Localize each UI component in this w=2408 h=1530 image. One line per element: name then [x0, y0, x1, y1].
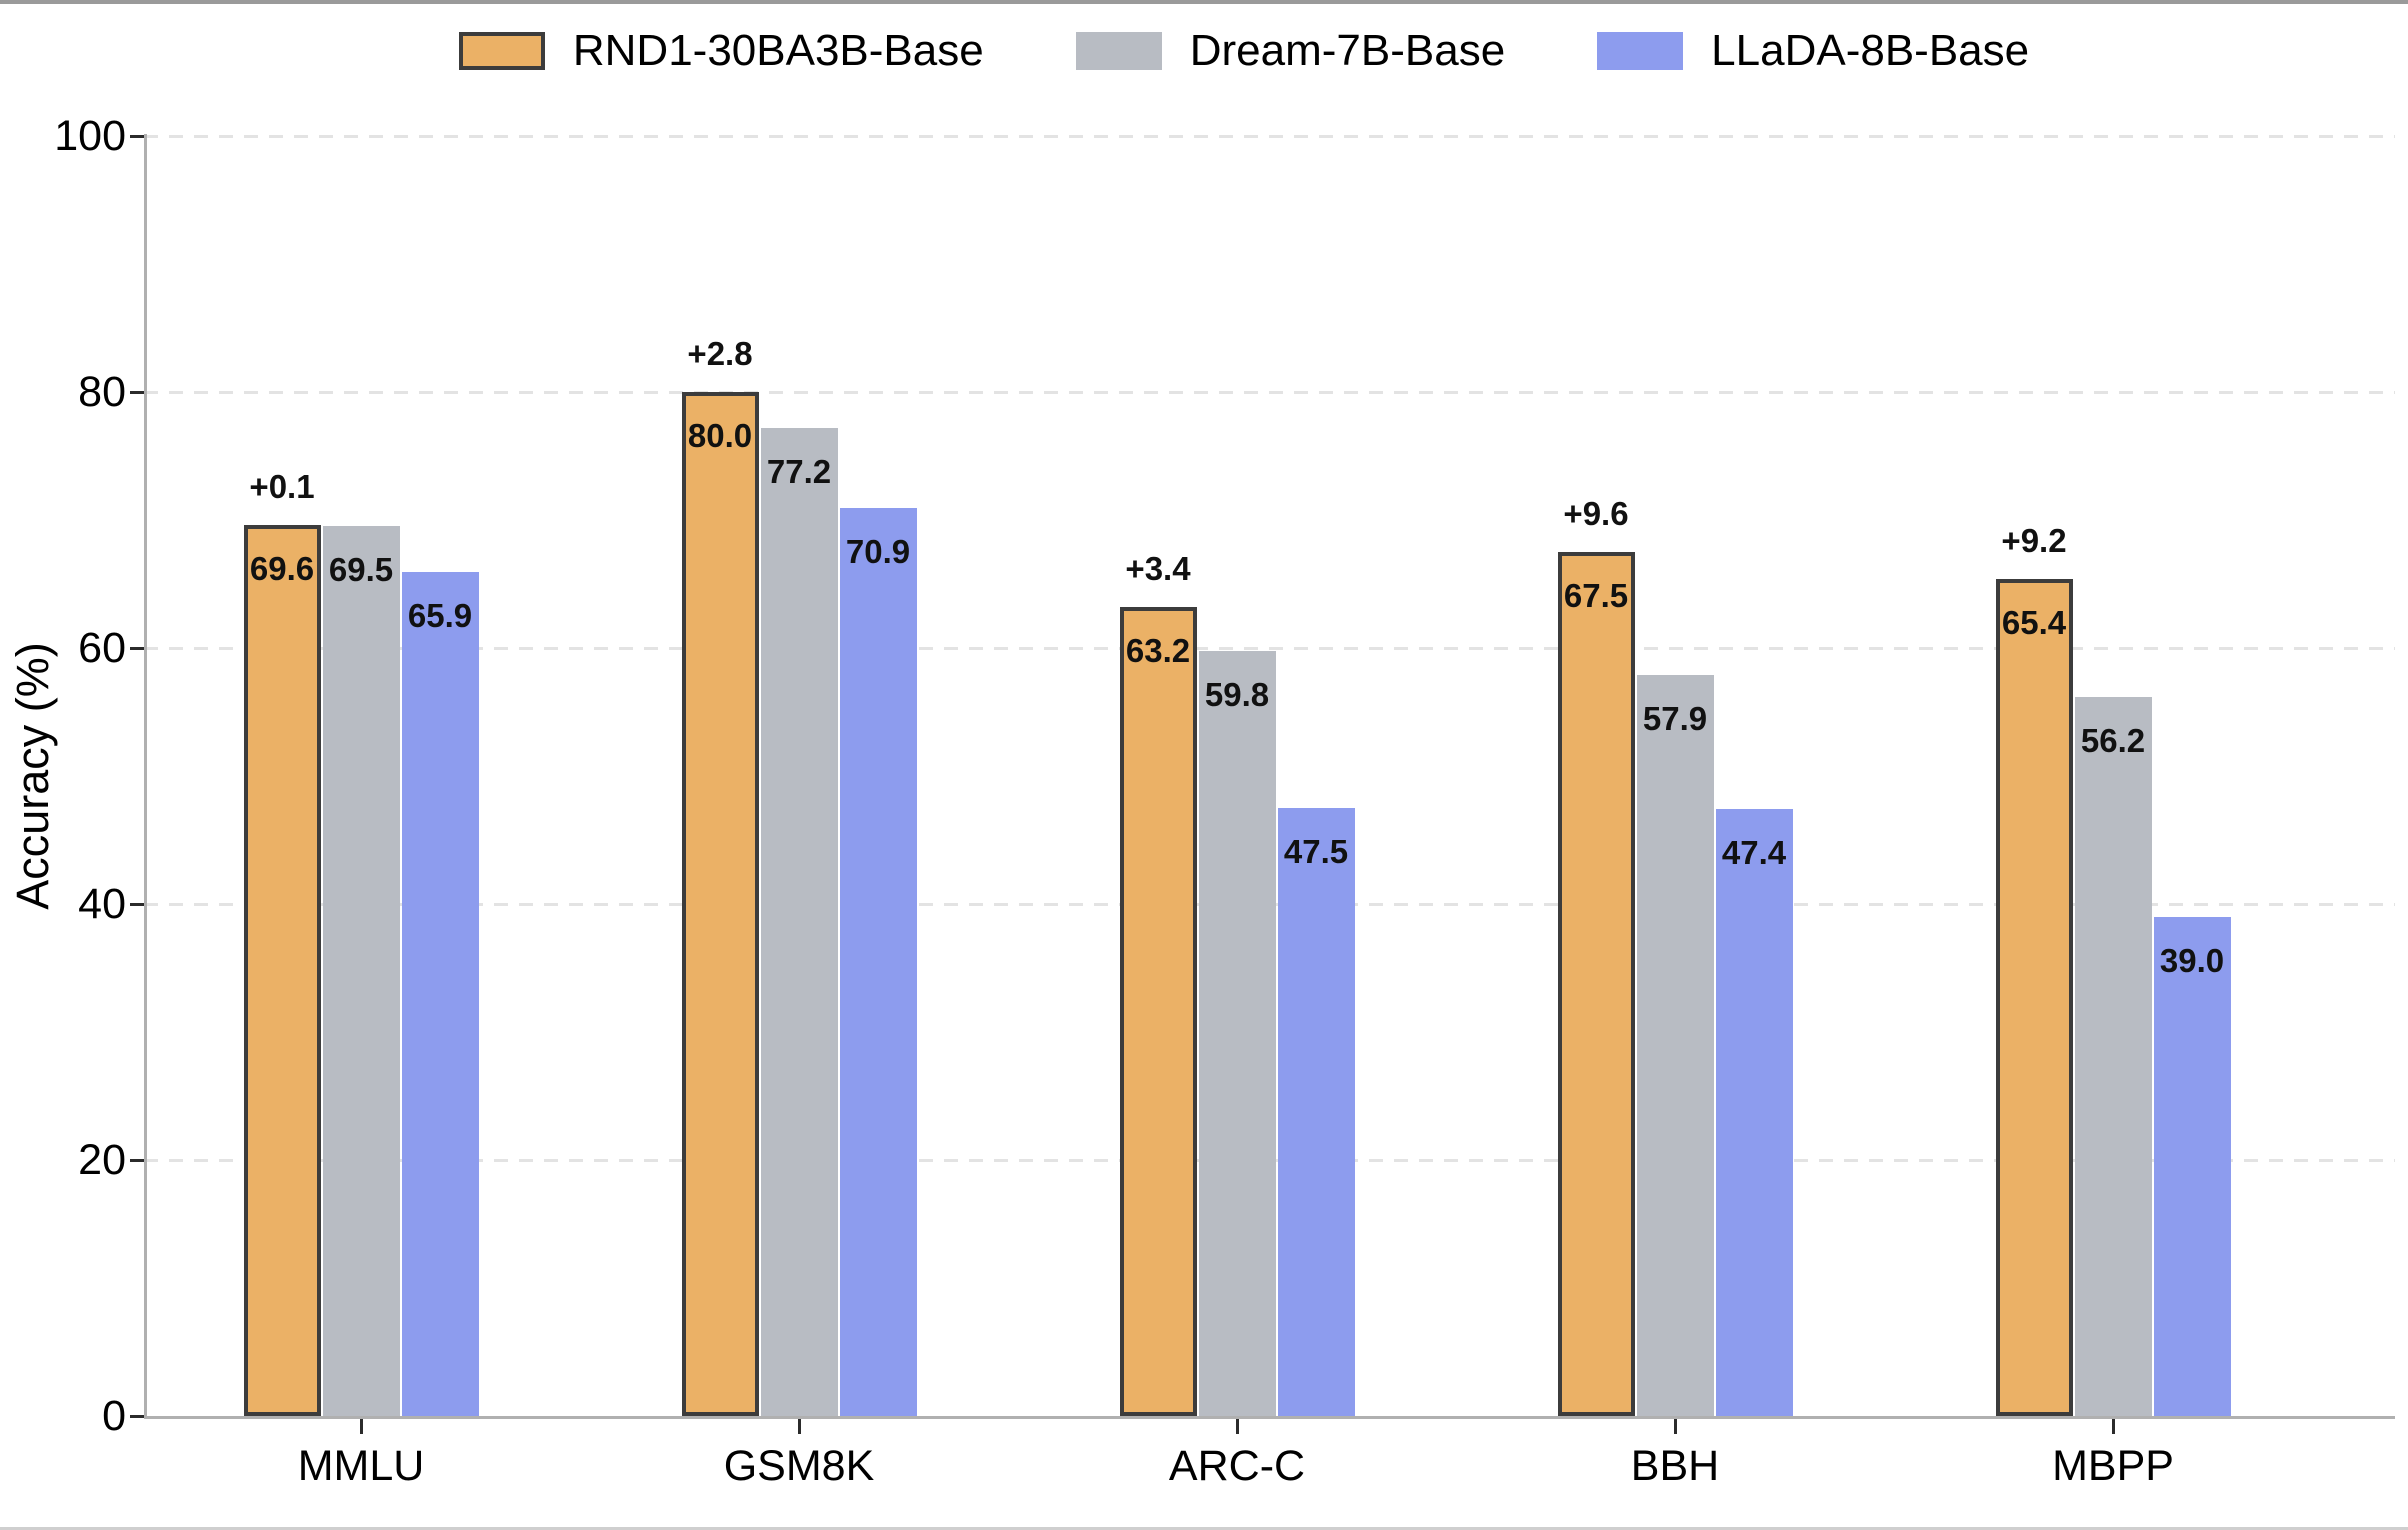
legend-label: LLaDA-8B-Base	[1711, 26, 2030, 75]
y-axis-tick-label-20: 20	[78, 1136, 126, 1184]
bar-value-MMLU-RND1-30BA3B-Base: 69.6	[249, 550, 315, 588]
delta-label-GSM8K: +2.8	[687, 335, 753, 372]
x-axis-line	[144, 1416, 2395, 1419]
legend-label: RND1-30BA3B-Base	[572, 26, 984, 75]
bar-value-GSM8K-LLaDA-8B-Base: 70.9	[845, 533, 911, 571]
y-axis-tick-100	[130, 135, 144, 138]
bar-value-MBPP-Dream-7B-Base: 56.2	[2080, 721, 2146, 759]
x-axis-tick-BBH	[1674, 1419, 1677, 1434]
bar-value-MMLU-LLaDA-8B-Base: 65.9	[407, 597, 473, 635]
delta-label-MMLU: +0.1	[249, 468, 315, 506]
bar-value-ARC-C-RND1-30BA3B-Base: 63.2	[1125, 632, 1191, 670]
x-axis-tick-ARC-C	[1236, 1419, 1239, 1434]
y-axis-tick-label-0: 0	[102, 1392, 126, 1440]
bar-value-ARC-C-Dream-7B-Base: 59.8	[1204, 675, 1270, 713]
bar-MBPP-RND1-30BA3B-Base	[1995, 578, 2073, 1416]
legend-item-Dream-7B-Base: Dream-7B-Base	[1075, 26, 1506, 76]
chart-legend: RND1-30BA3B-Base Dream-7B-Base LLaDA-8B-Ba…	[40, 26, 2408, 76]
x-axis-label-MMLU: MMLU	[297, 1442, 425, 1490]
y-axis-tick-20	[130, 1159, 144, 1162]
bar-MMLU-LLaDA-8B-Base	[401, 572, 479, 1416]
y-axis-tick-label-40: 40	[78, 880, 126, 928]
y-axis-tick-label-100: 100	[54, 112, 126, 160]
bar-ARC-C-Dream-7B-Base	[1198, 650, 1276, 1416]
y-axis-title: Accuracy (%)	[7, 642, 58, 910]
delta-label-BBH: +9.6	[1563, 495, 1629, 532]
y-axis-tick-80	[130, 391, 144, 394]
bar-ARC-C-RND1-30BA3B-Base	[1119, 607, 1197, 1416]
bar-BBH-RND1-30BA3B-Base	[1557, 552, 1635, 1416]
bar-value-MBPP-RND1-30BA3B-Base: 65.4	[2001, 603, 2067, 641]
x-axis-tick-GSM8K	[798, 1419, 801, 1434]
bar-value-BBH-RND1-30BA3B-Base: 67.5	[1563, 577, 1629, 614]
legend-swatch-icon	[1075, 32, 1162, 70]
x-axis-tick-MMLU	[360, 1419, 363, 1434]
y-axis-tick-label-80: 80	[78, 368, 126, 416]
bar-BBH-LLaDA-8B-Base	[1715, 809, 1793, 1416]
y-axis-tick-40	[130, 903, 144, 906]
x-axis-label-GSM8K: GSM8K	[723, 1442, 875, 1490]
legend-label: Dream-7B-Base	[1189, 26, 1506, 75]
delta-label-MBPP: +9.2	[2001, 521, 2067, 559]
bar-value-BBH-LLaDA-8B-Base: 47.4	[1721, 834, 1787, 872]
bar-GSM8K-RND1-30BA3B-Base	[681, 392, 759, 1416]
gridline-60	[144, 647, 2395, 650]
bar-value-GSM8K-Dream-7B-Base: 77.2	[766, 452, 832, 490]
bar-value-BBH-Dream-7B-Base: 57.9	[1642, 699, 1708, 737]
gridline-100	[144, 135, 2395, 138]
bar-value-MBPP-LLaDA-8B-Base: 39.0	[2159, 941, 2225, 979]
bar-value-GSM8K-RND1-30BA3B-Base: 80.0	[687, 417, 753, 454]
y-axis-tick-60	[130, 647, 144, 650]
gridline-80	[144, 391, 2395, 394]
bar-MBPP-Dream-7B-Base	[2074, 696, 2152, 1416]
y-axis-tick-0	[130, 1415, 144, 1418]
legend-swatch-icon	[458, 32, 545, 70]
x-axis-label-ARC-C: ARC-C	[1168, 1442, 1306, 1490]
bar-GSM8K-Dream-7B-Base	[760, 427, 838, 1416]
x-axis-label-BBH: BBH	[1630, 1442, 1720, 1490]
y-axis-line	[144, 134, 147, 1419]
legend-swatch-icon	[1597, 32, 1684, 70]
legend-item-RND1-30BA3B-Base: RND1-30BA3B-Base	[458, 26, 984, 76]
bar-MMLU-RND1-30BA3B-Base	[243, 525, 321, 1416]
bar-MBPP-LLaDA-8B-Base	[2153, 916, 2231, 1416]
bar-BBH-Dream-7B-Base	[1636, 674, 1714, 1416]
legend-item-LLaDA-8B-Base: LLaDA-8B-Base	[1597, 26, 2029, 76]
x-axis-tick-MBPP	[2112, 1419, 2115, 1434]
bar-value-ARC-C-LLaDA-8B-Base: 47.5	[1283, 833, 1349, 870]
bar-ARC-C-LLaDA-8B-Base	[1277, 808, 1355, 1416]
delta-label-ARC-C: +3.4	[1125, 550, 1191, 588]
x-axis-label-MBPP: MBPP	[2052, 1442, 2174, 1490]
bar-value-MMLU-Dream-7B-Base: 69.5	[328, 551, 394, 589]
bar-MMLU-Dream-7B-Base	[322, 526, 400, 1416]
bar-GSM8K-LLaDA-8B-Base	[839, 508, 917, 1416]
y-axis-tick-label-60: 60	[78, 624, 126, 672]
